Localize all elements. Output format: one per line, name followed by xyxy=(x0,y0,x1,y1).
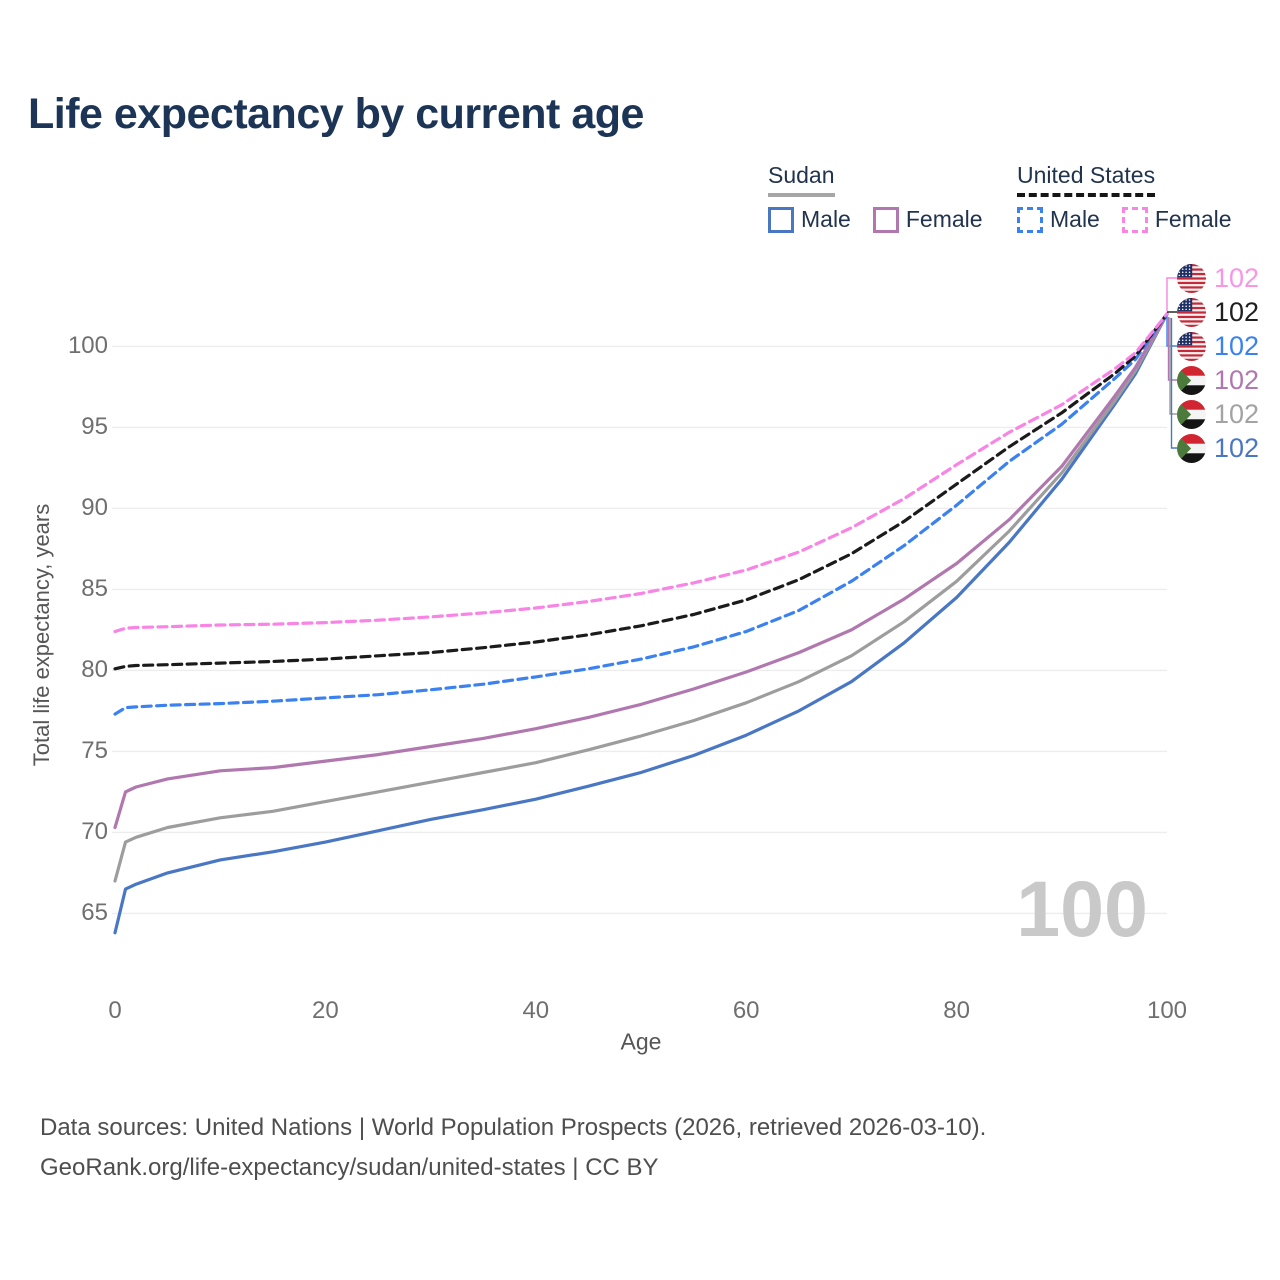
us-female-swatch xyxy=(1121,206,1148,233)
series-line-sudan-total[interactable] xyxy=(113,312,1169,883)
legend-item-us-female[interactable]: Female xyxy=(1121,206,1232,233)
united-states-flag-icon xyxy=(1177,263,1206,293)
united-states-flag-icon xyxy=(1177,297,1206,327)
y-tick-label: 95 xyxy=(81,413,108,441)
end-label-value: 102 xyxy=(1214,297,1260,327)
end-label-value: 102 xyxy=(1214,263,1260,293)
end-label-value: 102 xyxy=(1214,365,1260,395)
footer-attribution: GeoRank.org/life-expectancy/sudan/united… xyxy=(40,1154,659,1181)
legend-country-sudan[interactable]: Sudan xyxy=(768,162,835,197)
x-tick-label: 100 xyxy=(1146,997,1188,1024)
legend-item-label: Female xyxy=(905,206,983,232)
legend-item-sudan-female[interactable]: Female xyxy=(872,206,983,233)
legend-item-sudan-male[interactable]: Male xyxy=(768,206,851,233)
end-label-row: 102 xyxy=(1177,399,1259,429)
us-male-swatch xyxy=(1017,206,1043,233)
series-line-sudan-male[interactable] xyxy=(113,312,1169,935)
end-label-connector xyxy=(1169,317,1177,415)
y-tick-label: 100 xyxy=(67,332,108,360)
end-label-connector xyxy=(1166,277,1177,311)
legend-group-sudan: Sudan Male Female xyxy=(768,162,983,233)
footer: Data sources: United Nations | World Pop… xyxy=(40,1108,986,1188)
sudan-male-swatch xyxy=(768,206,794,233)
end-label-value: 102 xyxy=(1214,433,1260,463)
legend-group-united-states: United States Male Female xyxy=(1017,162,1232,233)
end-label-row: 102 xyxy=(1177,365,1259,395)
end-label-connector xyxy=(1170,318,1177,449)
series-line-united-states-total[interactable] xyxy=(113,312,1169,671)
y-tick-label: 65 xyxy=(81,899,108,927)
x-tick-label: 0 xyxy=(108,997,122,1024)
series-line-united-states-male[interactable] xyxy=(113,312,1169,716)
footer-data-sources: Data sources: United Nations | World Pop… xyxy=(40,1114,987,1141)
end-label-row: 102 xyxy=(1177,433,1259,463)
sudan-flag-icon xyxy=(1177,399,1206,429)
legend-item-label: Male xyxy=(801,206,851,232)
end-label-row: 102 xyxy=(1177,297,1259,327)
series-line-sudan-female[interactable] xyxy=(113,312,1169,830)
y-tick-label: 80 xyxy=(81,656,108,684)
end-label-row: 102 xyxy=(1177,263,1259,293)
y-tick-label: 75 xyxy=(81,737,108,765)
legend-country-united-states[interactable]: United States xyxy=(1017,162,1156,197)
sudan-flag-icon xyxy=(1177,365,1206,395)
end-label-row: 102 xyxy=(1177,331,1259,361)
y-tick-label: 70 xyxy=(81,818,108,846)
end-label-connector xyxy=(1166,316,1177,347)
united-states-flag-icon xyxy=(1177,331,1206,361)
end-label-value: 102 xyxy=(1214,399,1260,429)
x-tick-label: 60 xyxy=(732,997,760,1024)
legend-item-label: Male xyxy=(1050,206,1100,232)
y-tick-label: 90 xyxy=(81,494,108,522)
y-axis-title: Total life expectancy, years xyxy=(29,503,54,767)
x-tick-label: 40 xyxy=(522,997,550,1024)
sudan-flag-icon xyxy=(1177,433,1206,463)
sudan-female-swatch xyxy=(872,206,899,233)
end-label-value: 102 xyxy=(1214,331,1260,361)
y-tick-label: 85 xyxy=(81,575,108,603)
page-title: Life expectancy by current age xyxy=(28,90,644,138)
x-tick-label: 20 xyxy=(312,997,339,1024)
x-axis-title: Age xyxy=(620,1028,662,1055)
x-tick-label: 80 xyxy=(943,997,970,1024)
hover-age-watermark: 100 xyxy=(1016,864,1148,953)
legend-item-label: Female xyxy=(1154,206,1232,232)
legend-item-us-male[interactable]: Male xyxy=(1017,206,1100,233)
series-line-united-states-female[interactable] xyxy=(113,312,1169,634)
end-label-connector xyxy=(1167,317,1177,381)
